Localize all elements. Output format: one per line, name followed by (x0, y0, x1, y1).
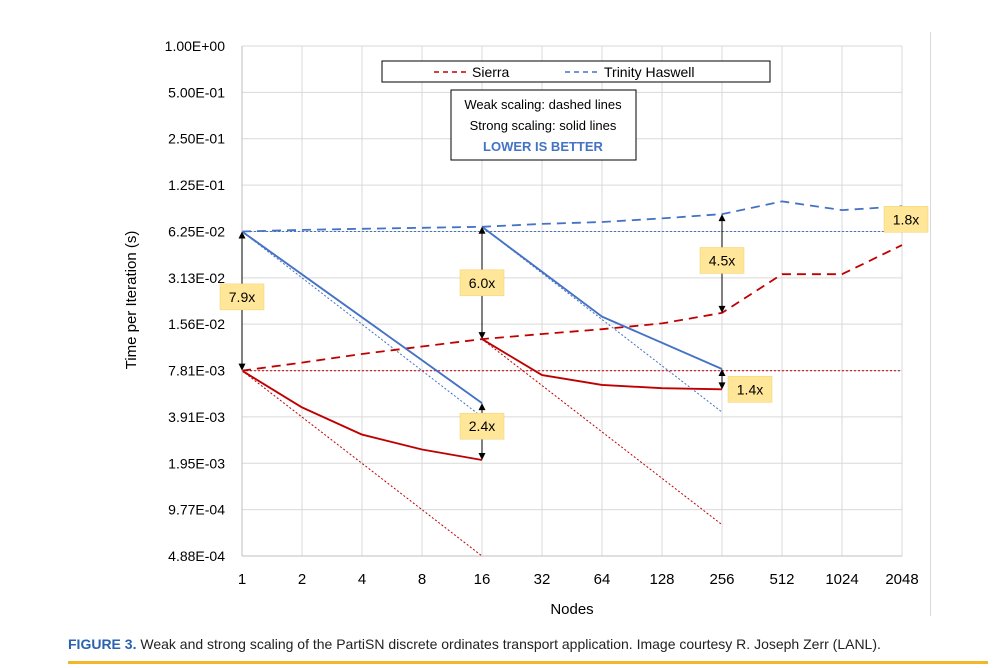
y-tick-label: 3.13E-02 (168, 270, 225, 286)
annotation-label-box (883, 206, 929, 233)
series-lines (241, 200, 903, 461)
annotation-label: 4.5x (709, 252, 735, 268)
reference-lines (241, 226, 902, 557)
x-tick-label: 512 (769, 571, 794, 588)
annotation-label: 1.8x (893, 211, 919, 227)
annotation-label-box (219, 283, 265, 311)
x-tick-label: 2 (298, 571, 306, 588)
legend-label-trinity: Trinity Haswell (604, 64, 695, 80)
caption-text: Weak and strong scaling of the PartiSN d… (136, 636, 881, 652)
x-tick-label: 8 (418, 571, 426, 588)
x-tick-label: 1 (238, 571, 246, 588)
series-line-7 (481, 338, 723, 526)
series-line-0 (241, 244, 903, 372)
annotation-arrow-head-bottom (718, 305, 726, 313)
note-box: Weak scaling: dashed lines Strong scalin… (450, 89, 637, 161)
annotation-arrow-head-top (718, 214, 726, 222)
annotation-3: 4.5x (699, 214, 745, 313)
annotation-5: 1.8x (883, 206, 929, 233)
x-tick-labels: 1 2 4 8 16 32 64 128 256 512 1024 2048 (238, 571, 919, 588)
annotation-arrow-head-bottom (478, 332, 486, 340)
x-tick-label: 1024 (825, 571, 858, 588)
x-tick-label: 64 (594, 571, 611, 588)
x-tick-label: 4 (358, 571, 366, 588)
annotation-label: 2.4x (469, 418, 495, 434)
annotation-label: 7.9x (229, 289, 255, 305)
annotation-label-box (459, 412, 505, 440)
annotation-arrow-head-top (478, 226, 486, 234)
series-line-6 (241, 370, 483, 557)
annotation-arrow-head-bottom (718, 382, 726, 390)
annotation-0: 7.9x (219, 231, 265, 371)
series-line-3 (481, 338, 723, 391)
y-tick-label: 3.91E-03 (168, 409, 225, 425)
x-tick-label: 16 (474, 571, 491, 588)
annotation-arrow-head-top (718, 368, 726, 376)
y-tick-label: 4.88E-04 (168, 548, 225, 564)
x-tick-label: 32 (534, 571, 551, 588)
y-tick-label: 1.00E+00 (165, 38, 226, 54)
series-line-1 (241, 200, 903, 233)
annotation-1: 6.0x (459, 226, 505, 340)
series-line-9 (481, 226, 723, 413)
series-line-4 (241, 230, 483, 404)
caption-rule (68, 661, 988, 664)
note-strong: Strong scaling: solid lines (470, 118, 617, 133)
annotation-label-box (699, 247, 745, 274)
y-tick-label: 2.50E-01 (168, 131, 225, 147)
annotation-arrow-head-bottom (238, 363, 246, 371)
figure-caption: FIGURE 3. Weak and strong scaling of the… (68, 636, 881, 652)
y-tick-label: 1.56E-02 (168, 316, 225, 332)
y-tick-labels: 1.00E+00 5.00E-01 2.50E-01 1.25E-01 6.25E-02… (165, 38, 226, 564)
y-tick-label: 6.25E-02 (168, 223, 225, 239)
y-tick-label: 9.77E-04 (168, 502, 225, 518)
frame-right-rule (930, 32, 931, 616)
annotation-label: 1.4x (737, 381, 763, 397)
x-axis-label: Nodes (550, 601, 593, 618)
annotation-arrow-head-top (478, 403, 486, 411)
series-line-2 (241, 369, 483, 461)
annotation-4: 1.4x (718, 368, 773, 403)
annotation-2: 2.4x (459, 403, 505, 461)
y-tick-label: 5.00E-01 (168, 84, 225, 100)
note-lower-is-better: LOWER IS BETTER (483, 139, 604, 154)
y-tick-label: 1.95E-03 (168, 455, 225, 471)
series-line-5 (481, 226, 723, 370)
legend: Sierra Trinity Haswell (381, 60, 771, 83)
y-tick-label: 7.81E-03 (168, 363, 225, 379)
y-axis-label: Time per Iteration (s) (123, 231, 140, 370)
annotation-label-box (727, 376, 773, 403)
y-tick-label: 1.25E-01 (168, 177, 225, 193)
legend-label-sierra: Sierra (472, 64, 510, 80)
series-line-8 (241, 231, 483, 418)
annotation-arrow-head-top (238, 231, 246, 239)
ratio-annotations: 7.9x 6.0x 2.4x 4.5x 1.4x 1.8x (219, 206, 929, 461)
x-tick-label: 128 (649, 571, 674, 588)
annotation-label-box (459, 269, 505, 297)
x-tick-label: 256 (709, 571, 734, 588)
note-weak: Weak scaling: dashed lines (464, 97, 622, 112)
annotation-arrow-head-bottom (478, 453, 486, 461)
annotation-label: 6.0x (469, 275, 495, 291)
caption-label: FIGURE 3. (68, 636, 137, 652)
x-tick-label: 2048 (885, 571, 918, 588)
